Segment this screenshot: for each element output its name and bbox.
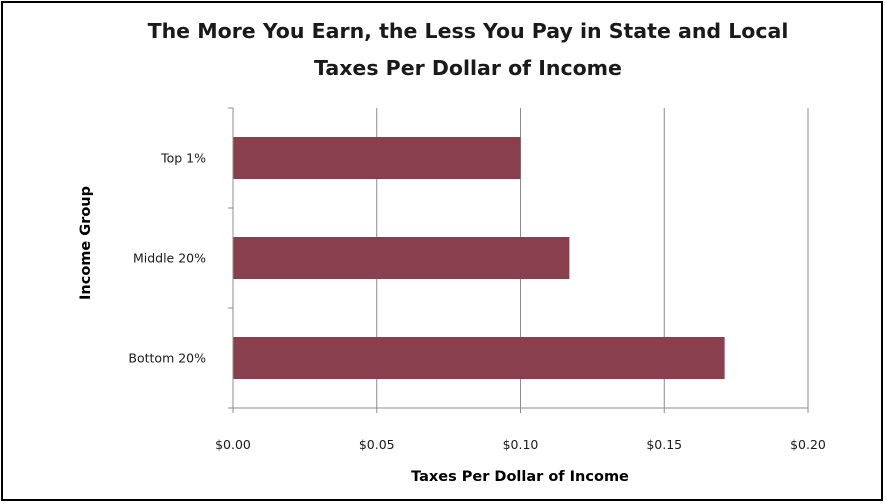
- bars: [233, 137, 725, 379]
- x-tick-label: $0.00: [215, 437, 251, 452]
- x-tick-label: $0.10: [503, 437, 539, 452]
- bar: [233, 337, 725, 379]
- x-tick-label: $0.20: [790, 437, 826, 452]
- y-tick-label: Middle 20%: [133, 251, 206, 266]
- bar: [233, 237, 570, 279]
- x-axis-label: Taxes Per Dollar of Income: [411, 469, 629, 485]
- axes: [228, 107, 809, 413]
- x-tick-label: $0.15: [646, 437, 682, 452]
- x-tick-labels: $0.00 $0.05 $0.10 $0.15 $0.20: [215, 437, 826, 452]
- bar: [233, 137, 521, 179]
- chart-title-line-1: The More You Earn, the Less You Pay in S…: [148, 19, 789, 43]
- y-tick-labels: Top 1% Middle 20% Bottom 20%: [128, 151, 206, 366]
- y-axis-label: Income Group: [78, 186, 94, 300]
- y-tick-label: Bottom 20%: [128, 351, 206, 366]
- y-tick-label: Top 1%: [160, 151, 206, 166]
- x-tick-label: $0.05: [359, 437, 395, 452]
- chart-title-line-2: Taxes Per Dollar of Income: [314, 56, 622, 80]
